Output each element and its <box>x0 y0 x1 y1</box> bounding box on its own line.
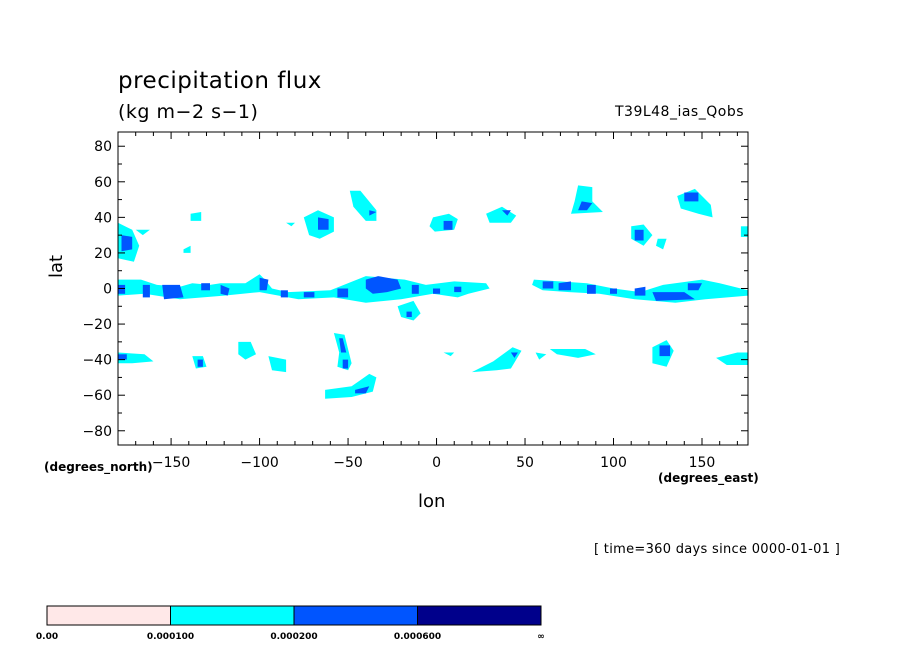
x-axis-label: lon <box>418 491 446 512</box>
y-tick-label: −40 <box>82 353 112 369</box>
precip-region-level-1 <box>135 229 150 236</box>
precip-region-level-2 <box>542 281 554 289</box>
precip-region-level-2 <box>337 288 349 298</box>
x-tick-label: −50 <box>333 455 363 471</box>
precip-region-level-1 <box>349 190 377 221</box>
precip-region-level-1 <box>443 352 455 357</box>
colorbar-label: 0.000200 <box>270 632 317 642</box>
y-axis: 80 60 40 20 0 −20 −40 −60 −80 <box>82 139 748 440</box>
precip-region-level-1 <box>535 352 547 360</box>
precip-region-level-2 <box>634 229 644 241</box>
x-tick-label: 0 <box>432 455 441 471</box>
x-tick-label: −100 <box>240 455 278 471</box>
precip-region-level-1 <box>397 300 421 321</box>
precip-region-level-2 <box>118 284 126 294</box>
precip-region-level-2 <box>684 192 699 202</box>
precip-region-level-1 <box>325 373 377 399</box>
colorbar-swatch <box>170 605 295 626</box>
precip-region-level-1 <box>286 222 295 227</box>
precip-region-level-2 <box>339 338 347 353</box>
x-axis-units: (degrees_east) <box>658 471 759 485</box>
precip-region-level-1 <box>549 349 596 358</box>
precip-region-level-2 <box>578 201 593 211</box>
precip-region-level-2 <box>411 284 419 294</box>
y-tick-label: −60 <box>82 388 112 404</box>
precip-region-level-2 <box>406 311 412 317</box>
x-tick-label: 150 <box>689 455 716 471</box>
precip-region-level-2 <box>365 276 402 294</box>
precip-region-level-1 <box>190 212 202 221</box>
precip-region-level-1 <box>268 356 287 373</box>
contour-regions <box>118 185 748 399</box>
colorbar-label: 0.000100 <box>147 632 194 642</box>
precip-region-level-1 <box>471 347 522 373</box>
precip-region-level-2 <box>197 359 203 367</box>
y-tick-label: 40 <box>94 210 112 226</box>
chart-units: (kg m−2 s−1) <box>118 101 259 123</box>
precip-region-level-2 <box>355 386 370 394</box>
precip-region-level-1 <box>716 352 748 365</box>
x-tick-label: −150 <box>152 455 190 471</box>
precip-region-level-1 <box>571 185 603 214</box>
precip-region-level-2 <box>587 284 596 294</box>
precip-region-level-2 <box>342 359 349 369</box>
x-tick-label: 50 <box>516 455 534 471</box>
precip-region-level-2 <box>443 220 453 230</box>
precip-region-level-2 <box>610 288 617 294</box>
precip-region-level-2 <box>318 217 329 230</box>
precip-region-level-2 <box>502 210 511 216</box>
colorbar-label: ∞ <box>537 632 545 642</box>
precip-region-level-2 <box>433 288 441 294</box>
precip-region-level-2 <box>201 283 210 291</box>
precip-region-level-2 <box>687 283 702 291</box>
colorbar-label: 0.00 <box>36 632 58 642</box>
precip-region-level-1 <box>183 245 191 253</box>
y-tick-label: 0 <box>103 282 112 298</box>
precip-region-level-2 <box>121 235 133 252</box>
colorbar-label: 0.000600 <box>394 632 441 642</box>
run-label: T39L48_ias_Qobs <box>614 104 744 120</box>
precip-region-level-1 <box>740 226 748 237</box>
colorbar-swatch <box>417 605 542 626</box>
precip-region-level-1 <box>486 206 517 223</box>
precip-region-level-2 <box>118 354 127 360</box>
colorbar: 0.00 0.000100 0.000200 0.000600 ∞ <box>36 605 545 642</box>
precip-region-level-2 <box>303 292 315 298</box>
y-tick-label: −80 <box>82 424 112 440</box>
precip-region-level-2 <box>142 284 150 298</box>
y-tick-label: 80 <box>94 139 112 155</box>
precip-region-level-2 <box>369 210 377 216</box>
precip-region-level-2 <box>220 284 230 296</box>
x-axis: −150 −100 −50 0 50 100 150 <box>135 132 738 471</box>
precip-region-level-2 <box>454 286 462 293</box>
precip-region-level-2 <box>280 290 288 298</box>
precip-region-level-2 <box>510 352 518 358</box>
precip-region-level-1 <box>238 341 256 360</box>
precip-region-level-2 <box>634 286 646 296</box>
precip-region-level-2 <box>162 284 184 300</box>
time-label: [ time=360 days since 0000-01-01 ] <box>594 542 841 557</box>
precip-region-level-1 <box>656 238 667 250</box>
chart-title: precipitation flux <box>118 68 322 94</box>
y-axis-units: (degrees_north) <box>44 460 153 474</box>
precip-region-level-2 <box>652 292 695 301</box>
x-tick-label: 100 <box>600 455 627 471</box>
precip-region-level-2 <box>659 345 671 357</box>
colorbar-swatch <box>46 605 171 626</box>
precip-region-level-2 <box>558 281 571 291</box>
y-tick-label: −20 <box>82 317 112 333</box>
precip-region-level-1 <box>118 352 154 364</box>
y-tick-label: 60 <box>94 175 112 191</box>
precip-region-level-2 <box>259 277 269 291</box>
y-tick-label: 20 <box>94 246 112 262</box>
colorbar-swatch <box>293 605 418 626</box>
